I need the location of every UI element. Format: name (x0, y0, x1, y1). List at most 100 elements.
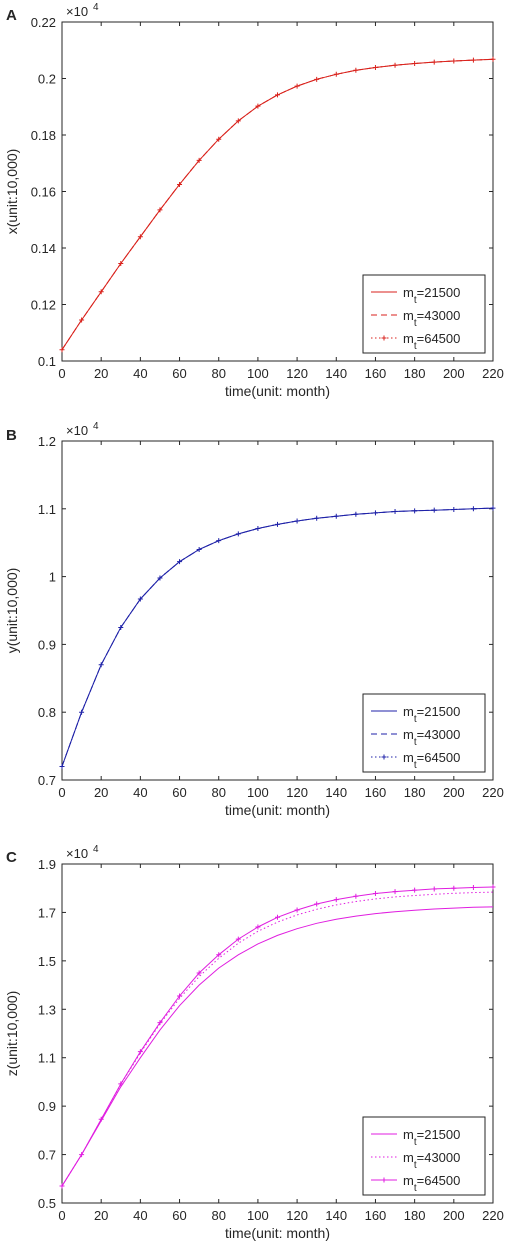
x-tick-label: 100 (247, 366, 269, 381)
panel-label: B (6, 427, 17, 444)
legend-label: mt=21500 (403, 704, 460, 725)
y-axis-label: z(unit:10,000) (4, 991, 20, 1077)
data-point-marker (255, 924, 261, 930)
x-tick-label: 120 (286, 366, 308, 381)
data-point-marker (98, 289, 104, 295)
y-tick-label: 0.1 (38, 354, 56, 369)
legend-marker (381, 754, 387, 760)
data-point-marker (235, 936, 241, 942)
exponent-power: 4 (93, 2, 99, 13)
legend-label: mt=43000 (403, 1150, 460, 1171)
y-tick-label: 1.9 (38, 857, 56, 872)
x-tick-label: 160 (365, 366, 387, 381)
data-point-marker (235, 118, 241, 124)
data-point-marker (314, 76, 320, 82)
data-point-marker (451, 885, 457, 891)
data-point-marker (118, 624, 124, 630)
data-point-marker (196, 157, 202, 163)
x-tick-label: 0 (58, 785, 65, 800)
x-tick-label: 200 (443, 1208, 465, 1223)
data-point-marker (157, 207, 163, 213)
x-tick-label: 160 (365, 1208, 387, 1223)
x-tick-label: 40 (133, 1208, 147, 1223)
x-tick-label: 140 (325, 1208, 347, 1223)
data-point-marker (353, 893, 359, 899)
data-point-marker (79, 709, 85, 715)
x-tick-label: 0 (58, 366, 65, 381)
y-tick-label: 1 (49, 570, 56, 585)
legend-label: mt=64500 (403, 1173, 460, 1194)
data-point-marker (451, 506, 457, 512)
data-point-marker (216, 952, 222, 958)
data-point-marker (196, 970, 202, 976)
x-tick-label: 200 (443, 366, 465, 381)
legend-label: mt=21500 (403, 285, 460, 306)
legend-marker (381, 1177, 387, 1183)
x-tick-label: 220 (482, 785, 504, 800)
axes-box (61, 440, 494, 781)
exponent-label: ×10 (66, 423, 88, 438)
data-point-marker (59, 347, 65, 353)
x-axis-label: time(unit: month) (225, 383, 330, 399)
x-tick-label: 80 (211, 785, 225, 800)
y-tick-label: 0.14 (31, 241, 56, 256)
x-axis-label: time(unit: month) (225, 802, 330, 818)
data-point-marker (353, 511, 359, 517)
y-tick-label: 0.16 (31, 185, 56, 200)
data-point-marker (275, 521, 280, 527)
x-tick-label: 100 (247, 785, 269, 800)
data-point-marker (470, 884, 476, 890)
data-point-marker (412, 508, 418, 514)
data-point-marker (392, 889, 398, 895)
legend-label: mt=43000 (403, 308, 460, 329)
data-point-marker (59, 763, 65, 769)
data-point-marker (490, 505, 496, 511)
x-tick-label: 40 (133, 366, 147, 381)
legend-box (362, 1116, 486, 1196)
x-axis-label: time(unit: month) (225, 1225, 330, 1241)
data-point-marker (177, 993, 183, 999)
y-tick-label: 0.5 (38, 1196, 56, 1211)
x-tick-label: 80 (211, 1208, 225, 1223)
legend-label: mt=64500 (403, 331, 460, 352)
x-tick-label: 160 (365, 785, 387, 800)
data-point-marker (118, 261, 124, 267)
legend-box (362, 274, 486, 354)
data-point-marker (255, 525, 261, 531)
data-point-marker (294, 907, 300, 913)
data-point-marker (333, 71, 339, 77)
exponent-label: ×10 (66, 4, 88, 19)
data-point-marker (177, 181, 183, 187)
x-tick-label: 60 (172, 785, 186, 800)
data-point-marker (79, 1152, 85, 1158)
y-tick-label: 0.8 (38, 705, 56, 720)
x-tick-label: 20 (94, 1208, 108, 1223)
chart-panel-c: C 0 20 40 60 80 100 120 140 160 180 200 220 0.5 0.7 0.9… (4, 844, 504, 1241)
y-tick-label: 1.2 (38, 434, 56, 449)
data-point-marker (294, 83, 300, 89)
data-point-marker (98, 662, 104, 668)
y-tick-label: 1.1 (38, 502, 56, 517)
data-point-marker (333, 513, 339, 519)
data-point-marker (137, 234, 143, 240)
data-point-marker (372, 510, 378, 516)
y-tick-label: 0.2 (38, 72, 56, 87)
y-axis-label: y(unit:10,000) (4, 568, 20, 654)
x-tick-label: 40 (133, 785, 147, 800)
x-tick-label: 220 (482, 366, 504, 381)
data-point-marker (137, 596, 143, 602)
data-point-marker (79, 317, 85, 323)
data-point-marker (255, 103, 261, 109)
exponent-power: 4 (93, 421, 99, 432)
data-point-marker (157, 575, 163, 581)
x-tick-label: 200 (443, 785, 465, 800)
data-point-marker (275, 92, 280, 98)
y-axis-label: x(unit:10,000) (4, 149, 20, 235)
data-point-marker (177, 559, 183, 565)
data-point-marker (118, 1081, 124, 1087)
panel-label: A (6, 7, 17, 24)
legend-label: mt=43000 (403, 727, 460, 748)
axes-box (61, 863, 494, 1204)
